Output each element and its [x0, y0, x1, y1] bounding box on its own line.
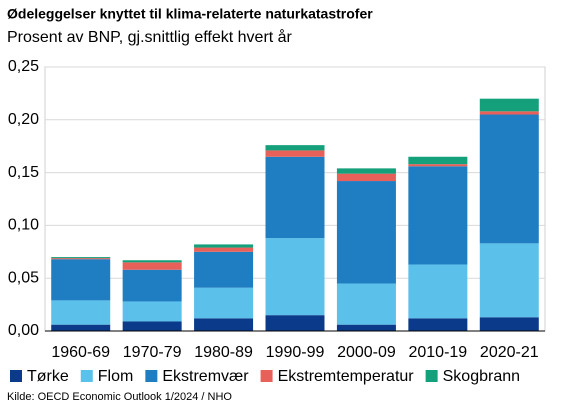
- x-tick-label: 2020-21: [480, 344, 539, 361]
- bar-segment: [265, 156, 325, 239]
- x-tick-label: 1960-69: [51, 344, 110, 361]
- bar-segment: [122, 260, 182, 263]
- legend-swatch: [260, 370, 273, 382]
- x-tick-label: 2000-09: [337, 344, 396, 361]
- bar-segment: [194, 247, 254, 252]
- bar-segment: [336, 173, 396, 182]
- y-tick-label: 0,20: [8, 111, 39, 128]
- bar-segment: [265, 315, 325, 331]
- bar-segment: [122, 262, 182, 270]
- bar-segment: [51, 324, 111, 331]
- y-tick-label: 0,25: [8, 58, 39, 75]
- bar-segment: [51, 258, 111, 260]
- bar-segment: [479, 243, 539, 318]
- bar-segment: [408, 264, 468, 319]
- legend-label: Tørke: [27, 368, 69, 385]
- bar-segment: [479, 114, 539, 244]
- bar-segment: [479, 111, 539, 115]
- x-tick-label: 1970-79: [123, 344, 182, 361]
- x-tick-label: 1990-99: [266, 344, 325, 361]
- legend-swatch: [80, 370, 93, 382]
- bar-segment: [265, 150, 325, 157]
- y-tick-label: 0,00: [8, 322, 39, 339]
- bar-segment: [194, 318, 254, 331]
- bar-segment: [265, 238, 325, 316]
- bar-segment: [122, 269, 182, 302]
- legend-swatch: [425, 370, 438, 382]
- legend-label: Skogbrann: [443, 368, 520, 385]
- bar-segment: [265, 145, 325, 151]
- legend-label: Flom: [98, 368, 134, 385]
- bar-segment: [408, 166, 468, 265]
- bar-segment: [51, 257, 111, 259]
- y-tick-label: 0,15: [8, 164, 39, 181]
- bar-segment: [336, 283, 396, 325]
- bar-segment: [336, 181, 396, 284]
- bar-segment: [336, 324, 396, 331]
- y-tick-label: 0,10: [8, 217, 39, 234]
- y-tick-label: 0,05: [8, 269, 39, 286]
- bar-segment: [479, 317, 539, 331]
- source: Kilde: OECD Economic Outlook 1/2024 / NH…: [7, 391, 232, 403]
- chart-subtitle: Prosent av BNP, gj.snittlig effekt hvert…: [7, 28, 293, 46]
- bar-segment: [408, 318, 468, 331]
- bar-segment: [194, 287, 254, 319]
- legend-swatch: [145, 370, 158, 382]
- bar-segment: [51, 300, 111, 325]
- legend-label: Ekstremtemperatur: [278, 368, 415, 385]
- bar-segment: [479, 98, 539, 112]
- bar-segment: [122, 321, 182, 331]
- legend-label: Ekstremvær: [162, 368, 249, 385]
- bar-segment: [408, 164, 468, 167]
- x-tick-label: 2010-19: [408, 344, 467, 361]
- chart-title: Ødeleggelser knyttet til klima-relaterte…: [7, 6, 373, 22]
- bar-segment: [51, 259, 111, 301]
- bar-segment: [408, 156, 468, 165]
- legend-swatch: [10, 370, 22, 382]
- bar-segment: [336, 168, 396, 174]
- bar-segment: [194, 251, 254, 288]
- x-tick-label: 1980-89: [194, 344, 253, 361]
- bar-segment: [194, 244, 254, 248]
- bar-segment: [122, 301, 182, 322]
